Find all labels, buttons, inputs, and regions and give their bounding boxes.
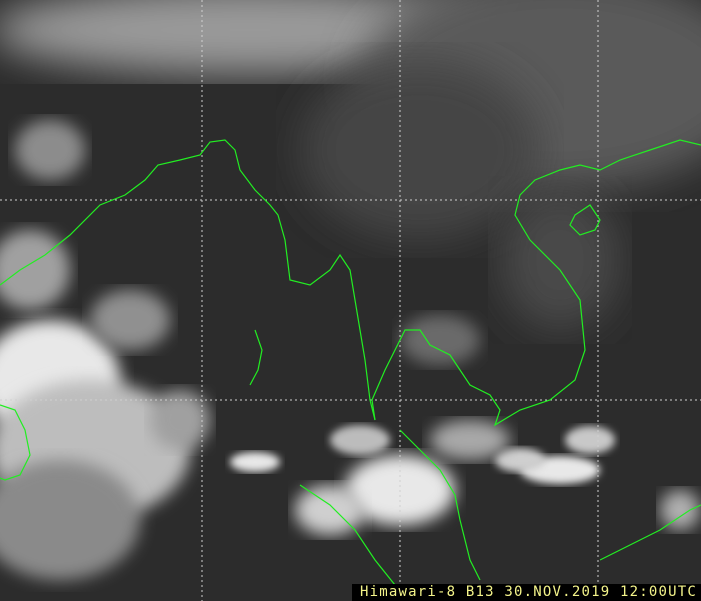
coastlines bbox=[0, 139, 701, 586]
image-caption: Himawari-8 B13 30.NOV.2019 12:00UTC bbox=[351, 584, 701, 601]
